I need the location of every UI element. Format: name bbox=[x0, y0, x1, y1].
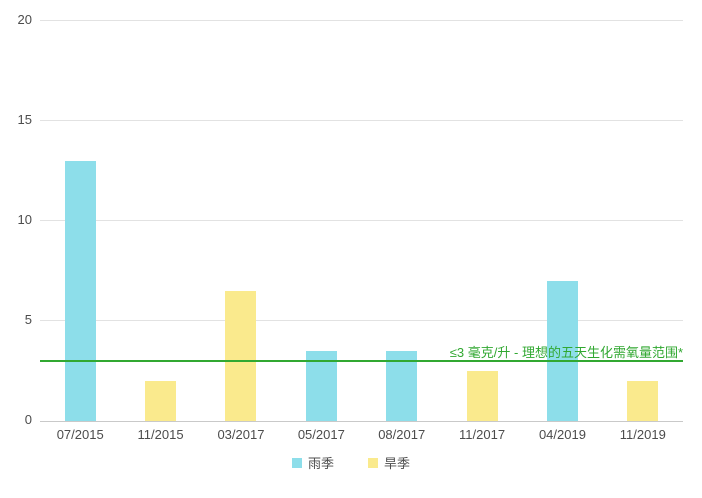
bar-11-2019-旱季[interactable] bbox=[627, 381, 659, 421]
dry-season-swatch bbox=[368, 457, 378, 468]
plot-area bbox=[40, 20, 683, 422]
legend-label-dry-season: 旱季 bbox=[384, 456, 411, 471]
legend-label-rainy-season: 雨季 bbox=[307, 456, 334, 471]
bar-08-2017-雨季[interactable] bbox=[386, 351, 418, 421]
y-tick-label-5: 5 bbox=[24, 312, 32, 327]
x-tick-label-11-2017: 11/2017 bbox=[459, 427, 506, 442]
gridline-y-5 bbox=[40, 320, 683, 321]
reference-line bbox=[40, 360, 683, 362]
reference-line-label: ≤3 毫克/升 - 理想的五天生化需氧量范围* bbox=[449, 345, 683, 360]
gridline-y-10 bbox=[40, 220, 683, 221]
bar-04-2019-雨季[interactable] bbox=[546, 281, 578, 421]
x-tick-label-08-2017: 08/2017 bbox=[378, 427, 426, 442]
bar-11-2015-旱季[interactable] bbox=[145, 381, 177, 421]
bar-11-2017-旱季[interactable] bbox=[466, 371, 498, 421]
x-tick-label-11-2019: 11/2019 bbox=[619, 427, 666, 442]
bar-05-2017-雨季[interactable] bbox=[305, 351, 337, 421]
rainy-season-swatch bbox=[291, 457, 302, 468]
legend-item-dry-season[interactable]: 旱季 bbox=[368, 453, 410, 472]
x-tick-label-07-2015: 07/2015 bbox=[56, 427, 104, 442]
gridline-y-20 bbox=[40, 20, 683, 21]
bar-07-2015-雨季[interactable] bbox=[64, 161, 96, 421]
bar-03-2017-旱季[interactable] bbox=[225, 291, 257, 421]
y-tick-label-0: 0 bbox=[24, 412, 32, 427]
legend-item-rainy-season[interactable]: 雨季 bbox=[291, 453, 334, 472]
legend: 雨季 旱季 bbox=[0, 453, 702, 472]
x-tick-label-04-2019: 04/2019 bbox=[538, 427, 586, 442]
y-tick-label-20: 20 bbox=[17, 12, 32, 27]
y-tick-label-15: 15 bbox=[17, 112, 32, 127]
gridline-y-15 bbox=[40, 120, 683, 121]
x-tick-label-03-2017: 03/2017 bbox=[217, 427, 265, 442]
x-tick-label-05-2017: 05/2017 bbox=[297, 427, 345, 442]
y-tick-label-10: 10 bbox=[17, 212, 32, 227]
x-tick-label-11-2015: 11/2015 bbox=[137, 427, 184, 442]
x-axis-line bbox=[40, 421, 683, 422]
